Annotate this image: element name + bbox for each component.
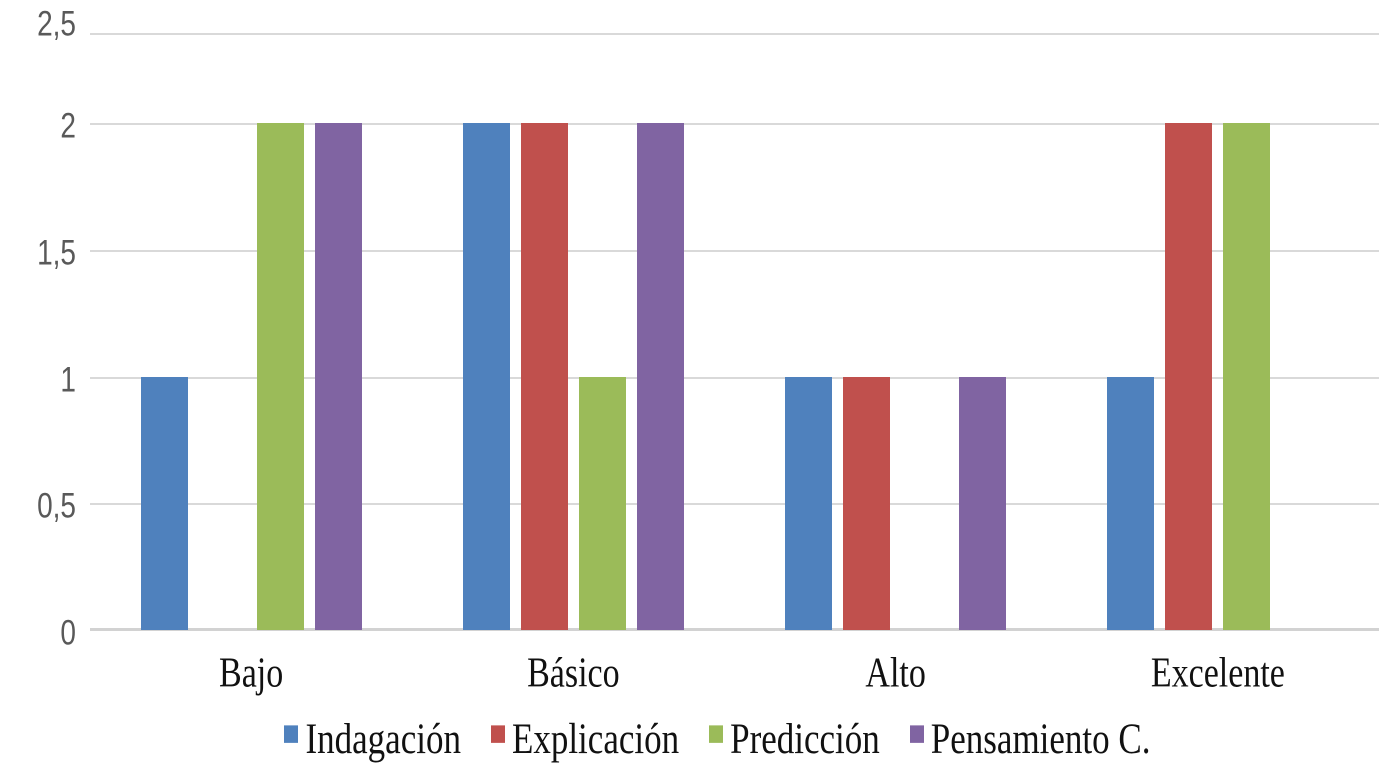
bar-Pensamiento C.-Bajo (314, 123, 362, 630)
legend-label: Predicción (730, 713, 880, 763)
gridline-0,5 (90, 503, 1379, 506)
bar-Indagación-Bajo (140, 376, 188, 630)
legend: Indagación Explicación Predicción Pensamien… (0, 708, 1397, 763)
legend-swatch-Pensamiento C. (909, 724, 924, 743)
legend-swatch-Indagación (284, 724, 299, 743)
bar-Indagación-Básico (462, 123, 510, 630)
y-tick-label-1,5: 1,5 (37, 232, 76, 272)
bar-Predicción-Bajo (256, 123, 304, 630)
legend-swatch-Explicación (490, 724, 505, 743)
legend-label: Pensamiento C. (930, 713, 1151, 763)
bar-Explicación-Excelente (1165, 123, 1213, 630)
gridline-1 (90, 376, 1379, 379)
bar-Indagación-Alto (785, 376, 833, 630)
legend-label: Indagación (305, 713, 461, 763)
legend-label: Explicación (511, 713, 680, 763)
gridline-1,5 (90, 249, 1379, 252)
bar-Pensamiento C.-Alto (959, 376, 1007, 630)
y-tick-label-0: 0 (60, 613, 76, 652)
x-category-label-Bajo: Bajo (219, 650, 284, 697)
bar-Pensamiento C.-Básico (636, 123, 684, 630)
x-category-label-Básico: Básico (527, 650, 620, 697)
legend-item-Pensamiento C.: Pensamiento C. (909, 713, 1151, 763)
legend-item-Predicción: Predicción (709, 714, 880, 763)
x-axis-line (90, 628, 1379, 631)
bar-Predicción-Básico (578, 376, 626, 630)
y-tick-label-2,5: 2,5 (37, 4, 76, 43)
y-tick-label-1: 1 (60, 359, 76, 399)
plot-area (90, 33, 1379, 631)
y-tick-label-0,5: 0,5 (37, 486, 76, 525)
gridline-2,5 (90, 33, 1379, 35)
legend-item-Indagación: Indagación (284, 713, 461, 763)
bar-Predicción-Excelente (1223, 123, 1271, 630)
gridline-2 (90, 123, 1379, 125)
y-tick-label-2: 2 (60, 106, 76, 145)
bar-Explicación-Alto (843, 376, 891, 630)
bar-Indagación-Excelente (1107, 376, 1155, 630)
legend-item-Explicación: Explicación (490, 713, 680, 763)
legend-swatch-Predicción (709, 724, 724, 743)
x-category-label-Excelente: Excelente (1150, 650, 1285, 697)
bar-Explicación-Básico (520, 123, 568, 630)
x-category-label-Alto: Alto (865, 650, 926, 697)
